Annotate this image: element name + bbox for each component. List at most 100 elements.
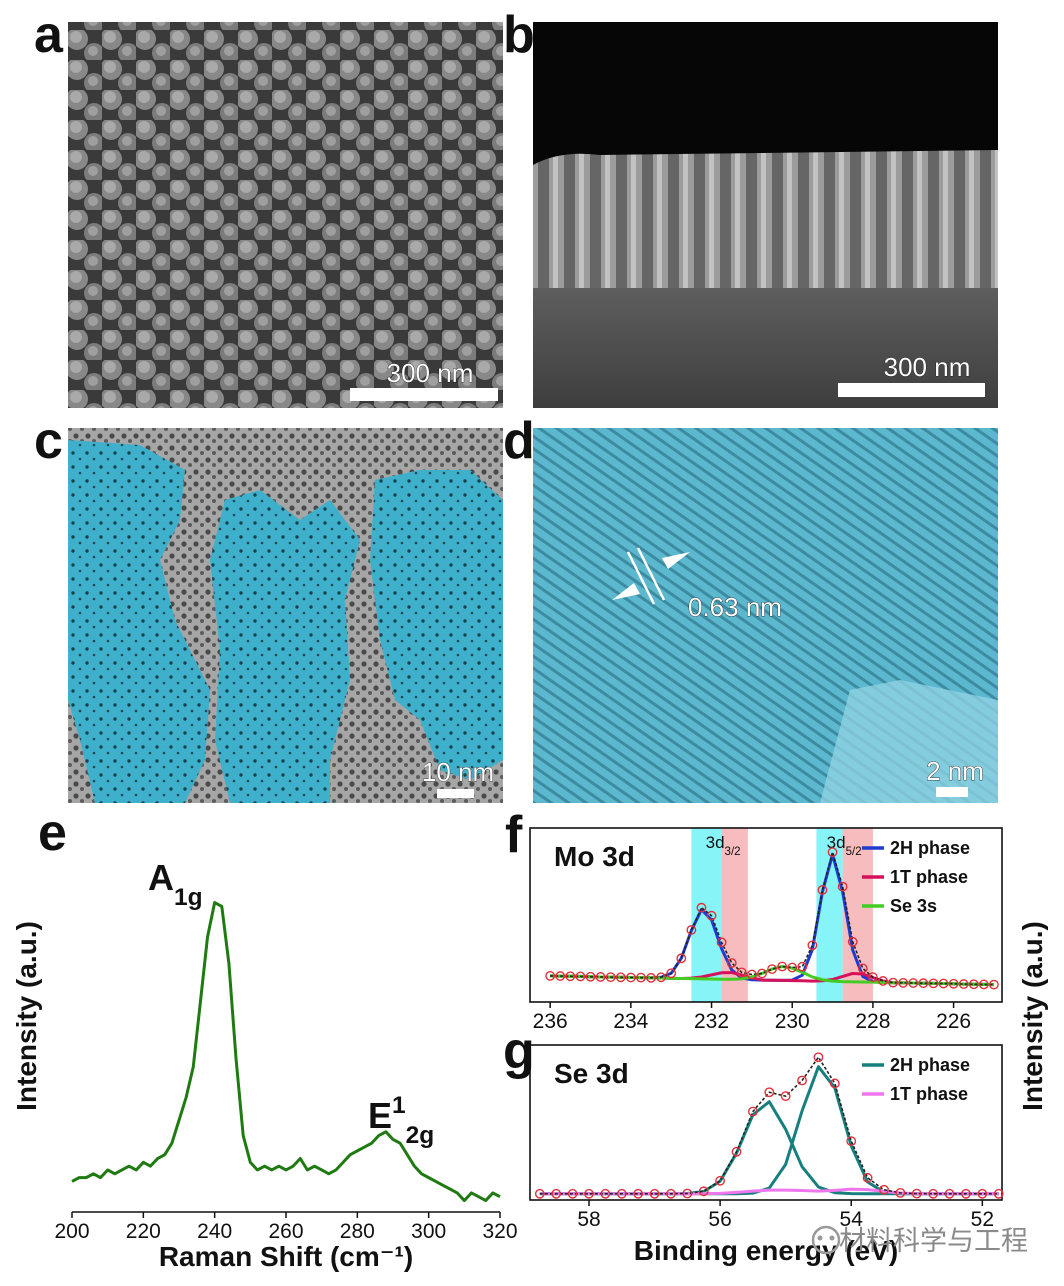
y-axis-title: Intensity (a.u.) xyxy=(11,921,42,1111)
x-tick-label: 56 xyxy=(708,1208,731,1231)
tem-low-mag xyxy=(68,428,503,803)
legend-label: 2H phase xyxy=(890,1055,970,1075)
x-tick-label: 280 xyxy=(340,1220,375,1243)
peak-annotation: E12g xyxy=(368,1092,434,1149)
scale-bar-label: 300 nm xyxy=(884,352,971,382)
data-point xyxy=(686,925,697,935)
y-axis-title: Intensity (a.u.) xyxy=(1017,921,1048,1111)
data-point xyxy=(780,1091,791,1102)
data-point xyxy=(862,1172,873,1183)
chart-title: Mo 3d xyxy=(554,841,635,872)
x-tick-label: 230 xyxy=(775,1010,810,1033)
data-point xyxy=(787,962,798,973)
peak-label-base: 3d xyxy=(706,833,725,852)
series-line xyxy=(539,1100,999,1196)
peak-annotation-sup: 1 xyxy=(392,1092,406,1119)
data-point xyxy=(551,1188,562,1199)
peak-label-sub: 5/2 xyxy=(846,846,862,858)
data-point xyxy=(767,964,777,975)
peak-label: 3d5/2 xyxy=(827,833,862,858)
x-tick-label: 52 xyxy=(971,1208,994,1231)
chart-title: Se 3d xyxy=(554,1058,629,1089)
data-point xyxy=(676,953,687,964)
data-point xyxy=(636,972,646,983)
data-point xyxy=(777,961,788,972)
data-point xyxy=(726,958,737,968)
peak-annotation: A1g xyxy=(148,857,203,911)
legend-label: 1T phase xyxy=(890,1084,968,1104)
data-point xyxy=(534,1188,545,1199)
data-point xyxy=(565,971,576,982)
data-point xyxy=(928,978,939,989)
peak-annotation-sub: 1g xyxy=(174,884,203,911)
x-axis-title: Binding energy (eV) xyxy=(634,1235,898,1266)
data-point xyxy=(698,1186,709,1197)
watermark: 材料科学与工程 xyxy=(839,1226,1028,1257)
data-point xyxy=(633,1188,644,1199)
data-point xyxy=(958,979,969,989)
data-point xyxy=(600,1188,611,1199)
data-point xyxy=(584,1188,594,1199)
panel-label: f xyxy=(505,806,523,864)
x-tick-label: 226 xyxy=(936,1010,971,1033)
x-tick-label: 220 xyxy=(126,1220,161,1243)
data-point xyxy=(993,1188,1004,1199)
peak-annotation-base: A xyxy=(148,857,174,898)
panel-label: a xyxy=(34,6,64,64)
data-point xyxy=(857,963,868,974)
series-line xyxy=(71,901,501,1203)
phase-band xyxy=(816,828,843,1002)
x-tick-label: 260 xyxy=(268,1220,303,1243)
panel-label: c xyxy=(34,412,63,470)
data-point xyxy=(895,1187,906,1198)
x-tick-label: 232 xyxy=(694,1010,729,1033)
data-point xyxy=(696,902,707,913)
peak-annotation-base: E xyxy=(368,1095,392,1136)
x-tick-label: 228 xyxy=(855,1010,890,1033)
data-point xyxy=(555,971,566,981)
data-point xyxy=(868,972,878,983)
data-point xyxy=(938,978,949,989)
data-point xyxy=(888,977,898,988)
x-tick-label: 300 xyxy=(411,1220,446,1243)
data-point xyxy=(625,972,636,983)
data-point xyxy=(731,1146,742,1157)
data-point xyxy=(928,1188,939,1199)
data-point xyxy=(575,971,586,982)
data-point xyxy=(797,961,808,972)
data-point xyxy=(706,910,717,921)
fit-envelope xyxy=(539,1056,999,1195)
legend-label: 1T phase xyxy=(890,867,968,887)
data-point xyxy=(968,979,979,990)
data-point xyxy=(827,847,838,858)
x-axis-title: Raman Shift (cm⁻¹) xyxy=(159,1241,413,1272)
data-point xyxy=(764,1087,775,1098)
x-tick-label: 58 xyxy=(577,1208,600,1231)
data-point xyxy=(918,978,929,989)
x-tick-label: 320 xyxy=(482,1220,517,1243)
data-point xyxy=(715,1175,726,1186)
x-tick-label: 240 xyxy=(197,1220,232,1243)
data-point xyxy=(989,979,999,990)
data-point xyxy=(646,972,656,983)
data-point xyxy=(797,1075,807,1086)
data-point xyxy=(961,1188,971,1199)
x-tick-label: 54 xyxy=(840,1208,864,1231)
panel-label: d xyxy=(503,412,535,470)
peak-label: 3d3/2 xyxy=(706,833,741,858)
data-point xyxy=(898,977,909,988)
x-tick-label: 236 xyxy=(533,1010,568,1033)
hrtem xyxy=(533,428,998,803)
panel-label: g xyxy=(503,1022,535,1080)
data-point xyxy=(847,936,858,947)
data-point xyxy=(567,1188,578,1199)
peak-label-sub: 3/2 xyxy=(725,846,741,858)
data-point xyxy=(911,1188,922,1199)
plot-frame xyxy=(529,827,1003,1003)
fit-envelope xyxy=(550,851,994,986)
data-point xyxy=(817,885,828,895)
peak-annotation-sub: 2g xyxy=(406,1122,435,1149)
data-point xyxy=(977,1188,988,1199)
x-tick-label: 200 xyxy=(54,1220,89,1243)
